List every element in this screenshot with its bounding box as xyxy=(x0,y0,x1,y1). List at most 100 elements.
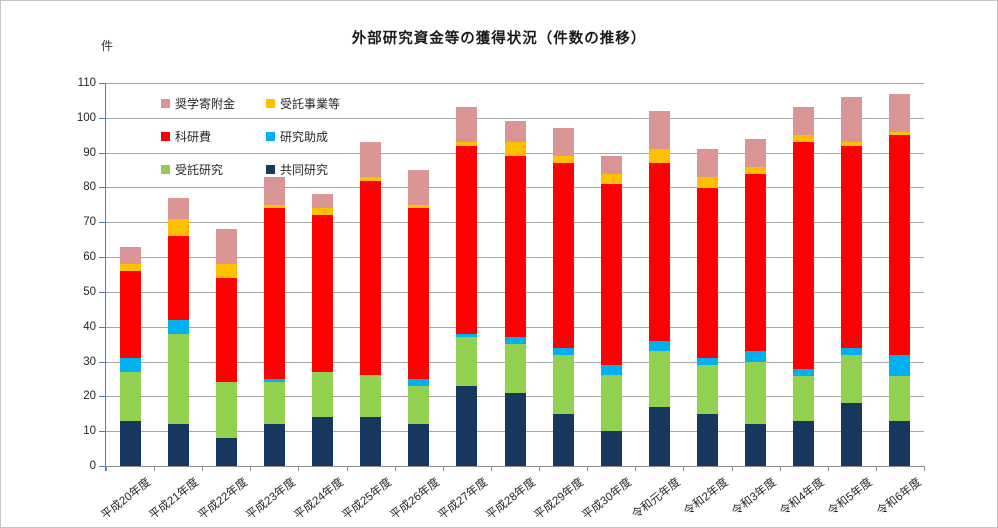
bar-segment-受託研究 xyxy=(696,365,718,414)
legend-item-研究助成: 研究助成 xyxy=(266,128,386,145)
x-axis-tick xyxy=(394,466,396,471)
bar-segment-奨学寄附金 xyxy=(215,229,237,265)
y-axis-tick-label: 60 xyxy=(83,251,96,264)
bar-segment-受託研究 xyxy=(504,344,526,393)
bar-stack-平成28年度 xyxy=(504,121,526,466)
y-axis-tick xyxy=(99,361,105,363)
x-axis-line xyxy=(106,466,924,467)
bar-segment-共同研究 xyxy=(408,424,430,466)
y-axis-tick-label: 100 xyxy=(76,111,96,124)
x-axis-label: 平成21年度 xyxy=(147,476,202,523)
y-axis-tick xyxy=(99,396,105,398)
bar-segment-研究助成 xyxy=(696,358,718,366)
gridline xyxy=(106,83,924,84)
bar-segment-科研費 xyxy=(600,184,622,366)
bar-segment-科研費 xyxy=(841,145,863,348)
bar-segment-共同研究 xyxy=(793,420,815,466)
x-axis-tick xyxy=(298,466,300,471)
bar-segment-科研費 xyxy=(793,142,815,369)
legend-swatch-icon xyxy=(266,99,275,108)
x-axis-label: 令和6年度 xyxy=(874,476,924,519)
x-axis-label: 平成28年度 xyxy=(484,476,539,523)
bar-segment-受託事業等 xyxy=(504,142,526,157)
y-axis-tick xyxy=(99,291,105,293)
y-axis-line xyxy=(105,83,106,471)
bar-stack-平成21年度 xyxy=(167,197,189,466)
bar-stack-平成22年度 xyxy=(215,229,237,466)
x-axis-tick xyxy=(587,466,589,471)
gridline xyxy=(106,117,924,119)
x-axis-tick xyxy=(202,466,204,471)
bar-segment-科研費 xyxy=(889,135,911,355)
bar-stack-平成24年度 xyxy=(312,194,334,466)
plot-area: 0 10 20 30 40 50 60 70 80 90 100 110 平成20年度 平成21年度 平成2… xyxy=(77,77,925,522)
bar-segment-科研費 xyxy=(552,163,574,348)
bar-segment-研究助成 xyxy=(504,337,526,345)
x-axis-label: 平成24年度 xyxy=(292,476,346,523)
bar-segment-研究助成 xyxy=(263,378,285,383)
x-axis-label: 令和2年度 xyxy=(682,476,731,519)
x-axis-label: 令和3年度 xyxy=(730,476,779,519)
bar-segment-受託事業等 xyxy=(889,131,911,136)
bar-segment-科研費 xyxy=(456,145,478,334)
bar-segment-奨学寄附金 xyxy=(167,197,189,219)
bar-segment-共同研究 xyxy=(215,438,237,466)
bar-segment-共同研究 xyxy=(504,392,526,466)
x-axis-tick xyxy=(875,466,877,471)
bar-stack-平成23年度 xyxy=(263,177,285,466)
y-axis-tick xyxy=(99,83,105,84)
y-axis-tick xyxy=(99,222,105,224)
x-axis-tick xyxy=(346,466,348,471)
x-axis-label: 平成27年度 xyxy=(436,476,491,523)
x-axis-label: 平成23年度 xyxy=(243,476,298,523)
bar-segment-受託研究 xyxy=(119,372,141,421)
bar-segment-研究助成 xyxy=(793,368,815,376)
bar-segment-受託事業等 xyxy=(793,135,815,143)
bar-segment-研究助成 xyxy=(552,347,574,355)
legend-label: 受託事業等 xyxy=(280,97,341,111)
bar-segment-研究助成 xyxy=(600,365,622,376)
bar-segment-受託研究 xyxy=(745,361,767,425)
x-axis-tick xyxy=(827,466,829,471)
bar-segment-受託事業等 xyxy=(167,218,189,237)
legend-item-科研費: 科研費 xyxy=(161,128,266,145)
y-axis-tick-label: 110 xyxy=(77,77,96,89)
y-axis-tick-label: 80 xyxy=(83,181,96,194)
bar-segment-奨学寄附金 xyxy=(841,96,863,143)
y-axis-tick xyxy=(99,326,105,328)
bar-segment-受託研究 xyxy=(456,337,478,386)
bar-segment-受託事業等 xyxy=(745,166,767,174)
x-axis-tick xyxy=(779,466,781,471)
bar-segment-科研費 xyxy=(119,271,141,359)
bar-segment-科研費 xyxy=(745,173,767,352)
y-axis-tick-label: 40 xyxy=(83,320,96,333)
bar-stack-令和2年度 xyxy=(696,149,718,466)
bar-segment-受託事業等 xyxy=(263,204,285,209)
bar-segment-共同研究 xyxy=(696,413,718,466)
bar-stack-平成25年度 xyxy=(360,142,382,466)
bar-stack-令和元年度 xyxy=(648,110,670,466)
legend-label: 研究助成 xyxy=(280,130,329,144)
bar-segment-奨学寄附金 xyxy=(552,128,574,157)
bar-segment-受託事業等 xyxy=(360,177,382,181)
bar-segment-共同研究 xyxy=(648,406,670,466)
bar-segment-受託事業等 xyxy=(408,204,430,209)
bar-stack-平成30年度 xyxy=(600,156,622,466)
y-axis-tick-label: 30 xyxy=(83,355,96,368)
bar-segment-奨学寄附金 xyxy=(504,121,526,143)
legend-item-奨学寄附金: 奨学寄附金 xyxy=(161,95,266,112)
x-axis-label: 令和5年度 xyxy=(826,476,876,519)
bar-segment-科研費 xyxy=(696,187,718,359)
bar-segment-研究助成 xyxy=(889,354,911,376)
y-axis-tick xyxy=(99,187,105,189)
bar-segment-奨学寄附金 xyxy=(600,156,622,174)
bar-segment-科研費 xyxy=(167,236,189,320)
bar-segment-科研費 xyxy=(648,163,670,341)
legend-item-受託研究: 受託研究 xyxy=(161,161,266,178)
bar-stack-平成29年度 xyxy=(552,128,574,466)
y-axis-tick xyxy=(99,431,105,433)
legend-item-共同研究: 共同研究 xyxy=(266,161,386,178)
bar-segment-受託事業等 xyxy=(552,156,574,164)
legend-item-受託事業等: 受託事業等 xyxy=(266,95,386,112)
